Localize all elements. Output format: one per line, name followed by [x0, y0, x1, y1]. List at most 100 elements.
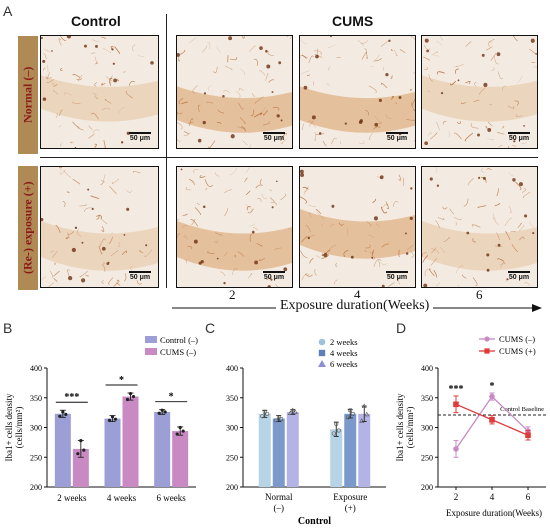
chart-c-x-tick-label: Exposure: [333, 492, 367, 502]
micrograph-cums-normal-4w: 50 μm: [299, 35, 416, 149]
chart-c-bar: [358, 413, 371, 487]
chart-c-point: [292, 409, 298, 414]
chart-c-point: [336, 428, 341, 433]
chart-d-legend-label: CUMS (–): [499, 334, 535, 344]
chart-b-x-tick-label: 4 weeks: [107, 493, 137, 503]
chart-b-y-label: Iba1+ cells density(cells/mm²): [4, 393, 24, 462]
chart-b-bar: [122, 396, 139, 487]
micrograph-cums-normal-2w: 50 μm: [176, 35, 293, 149]
chart-b-point: [181, 429, 185, 433]
scale-bar: 50 μm: [507, 271, 531, 281]
chart-c-point: [265, 411, 270, 416]
chart-b: 200 250 300 350 400 Iba1+ cells density(cells…: [4, 335, 198, 503]
scale-bar: 50 μm: [262, 271, 286, 281]
chart-c-x-tick-label: Normal: [265, 492, 293, 502]
chart-c-legend-label: 2 weeks: [330, 337, 358, 347]
chart-c-bar: [272, 418, 285, 487]
scale-bar: 50 μm: [507, 132, 531, 142]
chart-b-x-tick-label: 6 weeks: [157, 493, 187, 503]
micrograph-cums-exposure-6w: 50 μm: [421, 166, 538, 288]
chart-b-legend-swatch: [145, 348, 157, 355]
panel-c-letter: C: [205, 320, 216, 336]
chart-c-legend-marker: [318, 349, 326, 357]
chart-d-x-label: Exposure duration(Weeks): [446, 508, 542, 518]
chart-d: 200 250 300 350 400 Iba1+ cells density(cells…: [395, 334, 546, 518]
column-header-cums: CUMS: [332, 13, 374, 29]
chart-b-point: [58, 414, 62, 418]
chart-c-point: [279, 417, 284, 421]
micrograph-cums-exposure-2w: 50 μm: [176, 166, 293, 288]
chart-c-x-tick-sublabel: (+): [345, 503, 356, 513]
chart-b-point: [76, 452, 80, 456]
chart-d-point: [525, 432, 531, 439]
scale-bar: 50 μm: [262, 132, 286, 142]
chart-b-legend-swatch: [145, 336, 157, 343]
chart-b-point: [110, 415, 115, 419]
chart-c-y-tick-label: 350: [226, 394, 238, 403]
chart-b-point: [79, 438, 83, 443]
chart-c-bar: [286, 412, 299, 487]
chart-d-y-label: Iba1+ cells density(cells/mm²): [395, 393, 415, 462]
chart-c-legend-marker: [318, 360, 326, 367]
micrograph-control-exposure: 50 μm: [40, 166, 159, 288]
chart-b-legend-label: Control (–): [160, 335, 198, 345]
chart-c-point: [361, 403, 367, 408]
chart-c-x-label: Control: [298, 516, 331, 527]
chart-d-legend-marker: [484, 336, 490, 342]
panel-d-letter: D: [396, 320, 407, 336]
chart-b-sig-label: *: [169, 392, 174, 403]
chart-d-x-tick-label: 4: [490, 492, 495, 502]
chart-b-sig-label: *: [119, 375, 124, 386]
chart-b-point: [175, 432, 179, 436]
chart-c-point: [348, 408, 353, 413]
chart-b-bar: [154, 412, 171, 487]
chart-c-y-tick-label: 400: [226, 364, 238, 373]
chart-c-point: [345, 415, 350, 420]
chart-b-point: [61, 410, 65, 414]
micrograph-control-normal: 50 μm: [40, 35, 159, 149]
chart-b-bar: [72, 448, 89, 487]
chart-c-point: [359, 418, 365, 423]
chart-d-sig-label: *: [490, 381, 495, 392]
scale-bar: 50 μm: [128, 132, 152, 142]
chart-d-point: [453, 401, 459, 408]
chart-b-bar: [104, 418, 121, 487]
chart-d-sig-label: ***: [449, 384, 464, 395]
chart-c-point: [260, 414, 265, 419]
chart-b-y-tick-label: 250: [30, 453, 42, 462]
chart-d-y-tick-label: 250: [421, 453, 433, 462]
chart-b-sig-label: ***: [64, 392, 79, 403]
chart-b-point: [113, 417, 118, 421]
row-label-normal: Normal (–): [18, 36, 38, 154]
chart-d-x-tick-label: 2: [454, 492, 459, 502]
chart-b-point: [163, 410, 167, 414]
chart-d-point: [453, 446, 459, 452]
chart-c-x-tick-sublabel: (–): [274, 503, 285, 513]
scale-bar: 50 μm: [385, 132, 409, 142]
chart-d-y-tick-label: 200: [421, 483, 433, 492]
chart-b-y-tick-label: 400: [30, 364, 42, 373]
chart-d-point: [489, 416, 495, 423]
chart-b-bar: [172, 431, 189, 487]
chart-b-y-tick-label: 300: [30, 424, 42, 433]
chart-c-legend-marker: [318, 338, 326, 346]
chart-b-point: [128, 391, 133, 396]
chart-b-y-tick-label: 350: [30, 394, 42, 403]
chart-c-point: [290, 407, 296, 413]
micrograph-cums-normal-6w: 50 μm: [421, 35, 538, 149]
panel-a-letter: A: [3, 3, 13, 19]
chart-c-bar: [258, 413, 271, 487]
week-tick-6: 6: [476, 287, 483, 302]
chart-c-bar: [344, 413, 357, 487]
chart-b-point: [125, 397, 130, 402]
chart-d-legend-label: CUMS (+): [499, 346, 536, 356]
chart-b-point: [107, 418, 112, 422]
chart-c-y-tick-label: 250: [226, 453, 238, 462]
micrograph-cums-exposure-4w: 50 μm: [299, 166, 416, 288]
exposure-axis-label: Exposure duration(Weeks): [276, 298, 434, 314]
chart-c-point: [287, 410, 293, 416]
chart-c-y-tick-label: 300: [226, 424, 238, 433]
chart-d-y-tick-label: 300: [421, 424, 433, 433]
chart-c-point: [350, 412, 355, 416]
scale-bar: 50 μm: [385, 271, 409, 281]
